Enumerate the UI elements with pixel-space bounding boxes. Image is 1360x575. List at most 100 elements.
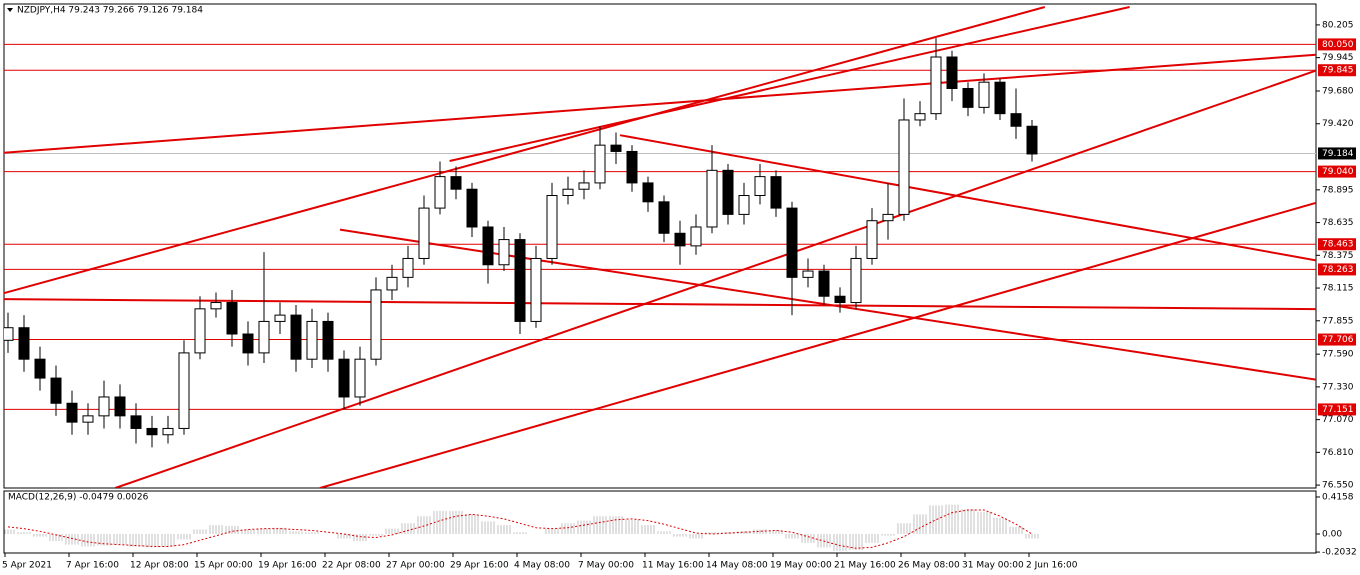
y-tick-label: 79.420	[1322, 119, 1354, 129]
candle-body	[610, 144, 622, 152]
candle-body	[146, 427, 158, 436]
candle-body	[738, 195, 750, 215]
y-tick-label: 78.375	[1322, 251, 1354, 261]
candle-body	[834, 295, 846, 304]
y-tick-label: 78.115	[1322, 284, 1354, 294]
y-tick-label: 78.635	[1322, 218, 1354, 228]
trendline	[4, 6, 1046, 295]
candle-body	[642, 182, 654, 203]
x-tick-label: 15 Apr 00:00	[194, 561, 253, 571]
candle-body	[530, 257, 542, 322]
trendline	[114, 69, 1316, 488]
candle-body	[226, 302, 238, 335]
candle-body	[882, 213, 894, 222]
level-label-box	[1318, 403, 1356, 416]
x-tick-label: 29 Apr 16:00	[450, 561, 509, 571]
level-label: 80.050	[1322, 40, 1354, 50]
x-tick-label: 14 May 08:00	[706, 561, 768, 571]
indicator-tick-label: 0.4158	[1322, 492, 1354, 502]
candle-body	[66, 402, 78, 423]
candle-body	[178, 352, 190, 429]
candle-body	[322, 320, 334, 360]
candle-body	[594, 144, 606, 184]
y-tick-label: 79.680	[1322, 87, 1354, 97]
candle-body	[658, 201, 670, 234]
trendline	[449, 6, 1130, 162]
candle-body	[930, 56, 942, 115]
x-tick-label: 19 May 00:00	[770, 561, 832, 571]
candle-body	[4, 327, 14, 341]
candle-body	[1026, 125, 1038, 155]
x-tick-label: 7 Apr 16:00	[66, 561, 119, 571]
y-tick-label: 76.550	[1322, 481, 1354, 491]
current-price-box	[1318, 147, 1356, 160]
candle-body	[306, 320, 318, 360]
candle-body	[946, 56, 958, 89]
level-label: 77.151	[1322, 405, 1354, 415]
x-tick-label: 19 Apr 16:00	[258, 561, 317, 571]
candle-body	[162, 427, 174, 436]
current-price-label: 79.184	[1322, 149, 1354, 159]
candle-body	[434, 176, 446, 209]
candle-body	[562, 188, 574, 197]
level-label: 77.706	[1322, 335, 1354, 345]
x-tick-label: 7 May 00:00	[578, 561, 634, 571]
candle-body	[194, 308, 206, 354]
candle-body	[258, 320, 270, 354]
candle-body	[626, 150, 638, 184]
level-label: 79.845	[1322, 66, 1354, 76]
candle-body	[850, 257, 862, 304]
candle-body	[754, 176, 766, 197]
candle-body	[402, 257, 414, 278]
level-label-box	[1318, 64, 1356, 77]
candle-body	[898, 119, 910, 215]
candle-body	[450, 176, 462, 190]
candle-body	[242, 333, 254, 354]
candle-body	[770, 176, 782, 209]
menu-arrow[interactable]	[7, 8, 13, 12]
level-label-box	[1318, 165, 1356, 178]
y-tick-label: 77.330	[1322, 382, 1354, 392]
candle-body	[674, 232, 686, 247]
chart-title: NZDJPY,H4 79.243 79.266 79.126 79.184	[17, 6, 203, 16]
candle-body	[706, 169, 718, 228]
candle-body	[962, 87, 974, 108]
y-tick-label: 80.205	[1322, 20, 1354, 30]
candle-body	[18, 327, 30, 360]
x-tick-label: 27 Apr 00:00	[386, 561, 445, 571]
candle-body	[914, 113, 926, 121]
candle-body	[514, 239, 526, 322]
candle-body	[210, 302, 222, 310]
candle-body	[818, 270, 830, 297]
candle-body	[354, 358, 366, 398]
level-label: 78.263	[1322, 265, 1354, 275]
indicator-title: MACD(12,26,9) -0.0479 0.0026	[8, 493, 149, 503]
candle-body	[338, 358, 350, 398]
x-tick-label: 12 Apr 08:00	[130, 561, 189, 571]
candle-body	[274, 314, 286, 322]
candle-body	[50, 377, 62, 404]
indicator-tick-label: 0.00	[1322, 529, 1342, 539]
level-label: 78.463	[1322, 240, 1354, 250]
level-label-box	[1318, 263, 1356, 276]
candle-body	[802, 270, 814, 278]
x-tick-label: 11 May 16:00	[642, 561, 704, 571]
y-tick-label: 76.810	[1322, 448, 1354, 458]
x-tick-label: 5 Apr 2021	[2, 561, 52, 571]
candle-body	[418, 207, 430, 259]
x-tick-label: 22 Apr 08:00	[322, 561, 381, 571]
indicator-plot	[4, 504, 1039, 551]
signal-line	[7, 509, 1033, 549]
indicator-frame	[3, 490, 1317, 554]
y-tick-label: 77.070	[1322, 415, 1354, 425]
candle-body	[290, 314, 302, 360]
candle-body	[370, 289, 382, 360]
candle-body	[98, 396, 110, 417]
candle-body	[690, 226, 702, 247]
candle-body	[866, 220, 878, 259]
candle-body	[34, 358, 46, 379]
main-frame	[3, 3, 1317, 489]
y-tick-label: 78.895	[1322, 185, 1354, 195]
x-tick-label: 2 Jun 16:00	[1026, 561, 1078, 571]
